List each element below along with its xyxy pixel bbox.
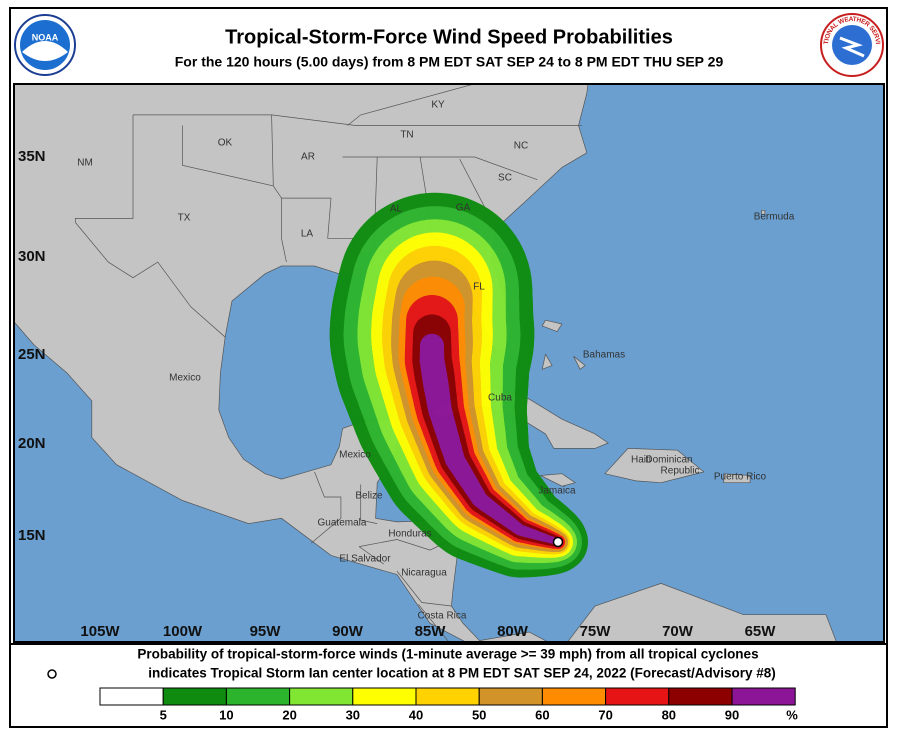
border <box>133 114 582 126</box>
border <box>75 222 226 338</box>
place-label: Honduras <box>388 529 431 540</box>
place-label: Haiti <box>631 455 651 466</box>
landmass <box>604 448 705 484</box>
storm-center <box>552 536 564 548</box>
lat-label: 30N <box>18 248 46 265</box>
legend-tick-label: 30 <box>346 707 360 722</box>
landmass <box>541 319 563 333</box>
place-label: TN <box>400 130 413 141</box>
legend-swatch <box>99 687 164 706</box>
border <box>342 156 538 181</box>
border <box>182 125 287 263</box>
legend-swatch <box>352 687 417 706</box>
place-label: Dominican <box>645 455 692 466</box>
legend-swatch <box>415 687 480 706</box>
place-label: KY <box>431 100 445 111</box>
place-labels: KY TN NC SC OK AR NM TX LA AL GA FL Bermuda Bahamas Me… <box>77 100 795 622</box>
lat-label: 20N <box>18 435 46 452</box>
legend-swatch <box>225 687 291 706</box>
area-piece <box>420 333 444 358</box>
center-icon <box>47 669 57 679</box>
lon-label: 100W <box>163 623 203 640</box>
map-frame <box>13 83 885 643</box>
border <box>396 570 452 607</box>
lon-label: 85W <box>415 623 447 640</box>
lon-label: 90W <box>332 623 364 640</box>
legend-unit: % <box>786 707 798 722</box>
place-label: Jamaica <box>538 486 576 497</box>
probability-areas <box>329 192 588 578</box>
lat-label: 15N <box>18 527 46 544</box>
logo-text: NOAA <box>32 32 59 42</box>
place-label: Cuba <box>488 393 512 404</box>
lon-label: 70W <box>662 623 694 640</box>
legend-tick-label: 10 <box>219 707 233 722</box>
border <box>358 546 385 565</box>
place-label: Puerto Rico <box>714 472 767 483</box>
border <box>74 114 134 223</box>
place-label: SC <box>498 173 512 184</box>
border <box>310 471 342 544</box>
place-label: NC <box>514 141 528 152</box>
landmass <box>541 353 553 370</box>
place-label: Bermuda <box>754 212 795 223</box>
landmass <box>723 473 751 484</box>
probability-area <box>419 333 561 545</box>
legend-swatch <box>289 687 354 706</box>
place-label: FL <box>473 282 485 293</box>
legend-tick-label: 80 <box>662 707 676 722</box>
lat-label: 35N <box>18 148 46 165</box>
legend-swatch <box>731 687 796 706</box>
place-label: GA <box>456 203 471 214</box>
place-label: AR <box>301 152 315 163</box>
legend-tick-label: 70 <box>598 707 612 722</box>
subtitle: For the 120 hours (5.00 days) from 8 PM … <box>175 54 724 70</box>
place-label: Nicaragua <box>401 568 447 579</box>
place-label: Guatemala <box>318 518 367 529</box>
place-label: Mexico <box>339 450 371 461</box>
place-label: Belize <box>355 491 383 502</box>
title: Tropical-Storm-Force Wind Speed Probabil… <box>225 26 673 48</box>
lon-label: 105W <box>80 623 120 640</box>
lon-label: 80W <box>497 623 529 640</box>
legend-tick-label: 90 <box>725 707 739 722</box>
lon-label: 65W <box>745 623 777 640</box>
landmass <box>761 209 766 215</box>
legend-tick-label: 20 <box>282 707 296 722</box>
legend-tick-label: 60 <box>535 707 549 722</box>
caption-line: indicates Tropical Storm Ian center loca… <box>148 666 775 681</box>
noaa-logo: NOAA <box>14 14 76 76</box>
legend: 5 10 20 30 40 50 60 70 80 90% <box>99 687 798 722</box>
legend-tick-label: 50 <box>472 707 486 722</box>
place-label: OK <box>218 138 233 149</box>
place-label: NM <box>77 158 93 169</box>
lon-label: 95W <box>250 623 282 640</box>
place-label: El Salvador <box>339 554 391 565</box>
place-label: Bahamas <box>583 350 625 361</box>
landmass <box>539 473 577 487</box>
legend-swatch <box>541 687 607 706</box>
lat-label: 25N <box>18 346 46 363</box>
border <box>360 519 378 524</box>
landmass <box>573 355 586 370</box>
place-label: AL <box>390 204 403 215</box>
caption-line: Probability of tropical-storm-force wind… <box>137 647 758 662</box>
legend-swatch <box>605 687 670 706</box>
map: KY TN NC SC OK AR NM TX LA AL GA FL Bermuda Bahamas Me… <box>14 84 884 642</box>
legend-swatch <box>478 687 543 706</box>
place-label: Republic <box>661 466 700 477</box>
legend-tick-label: 5 <box>160 707 167 722</box>
legend-swatch <box>162 687 227 706</box>
place-label: LA <box>301 229 314 240</box>
axis-labels: 35N 30N 25N 20N 15N 105W 100W 95W 90W 85W 80W 75W 70… <box>18 148 776 640</box>
border <box>271 114 274 186</box>
legend-tick-label: 40 <box>409 707 423 722</box>
legend-swatch <box>668 687 733 706</box>
place-label: TX <box>178 213 191 224</box>
place-label: Costa Rica <box>418 611 467 622</box>
place-label: Mexico <box>169 373 201 384</box>
border <box>347 84 476 126</box>
lon-label: 75W <box>580 623 612 640</box>
